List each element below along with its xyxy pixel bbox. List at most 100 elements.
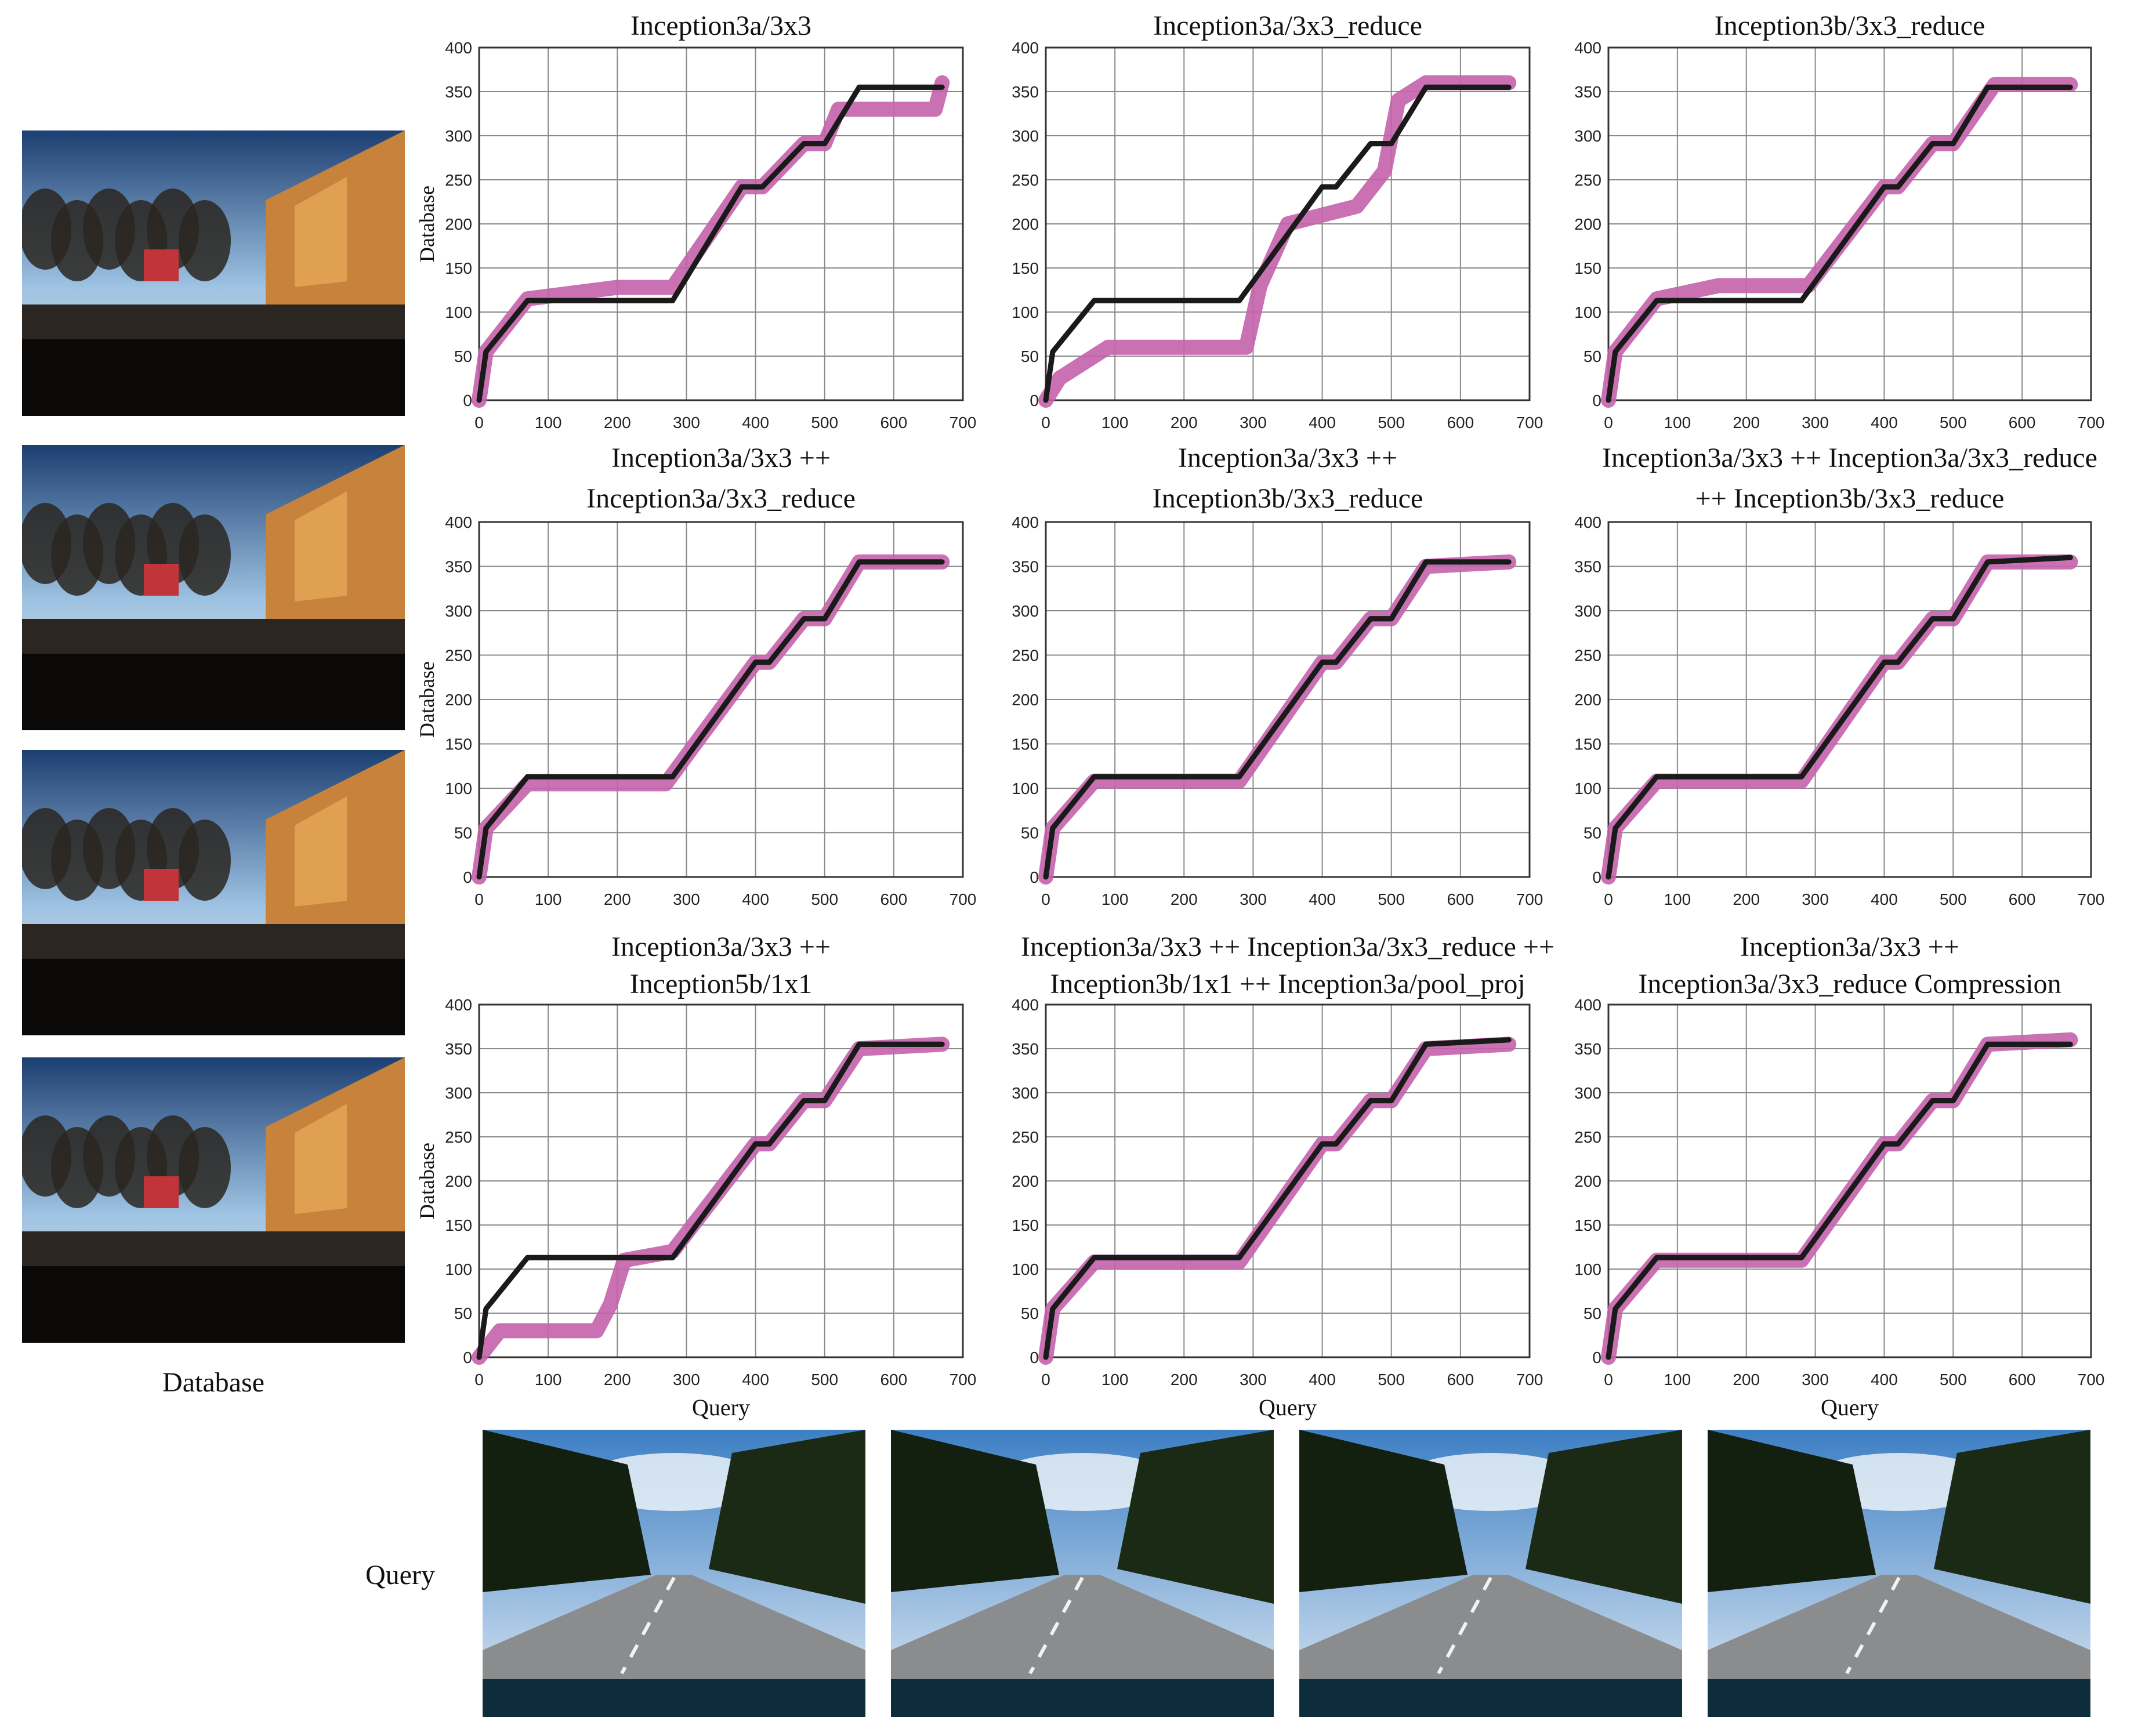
x-tick-label: 200: [604, 414, 631, 432]
x-tick-label: 500: [811, 1371, 838, 1389]
chart-9: 0 100 200 300 400 500 600 700 0 50 100 150 200 250 300…: [1574, 932, 2104, 1420]
plot-frame: [1607, 46, 2092, 401]
y-tick-label: 150: [445, 735, 472, 753]
y-tick-label: 300: [1012, 127, 1039, 145]
series-ground-truth-line: [1043, 84, 1509, 401]
x-tick-label: 0: [1041, 414, 1050, 432]
x-axis-label: Query: [692, 1394, 750, 1420]
x-tick-label: 100: [535, 1371, 562, 1389]
plot-frame: [1607, 1003, 2092, 1358]
chart-title: Inception3a/3x3_reduce: [586, 483, 856, 514]
y-tick-label: 300: [1012, 602, 1039, 620]
y-tick-label: 250: [445, 1128, 472, 1146]
x-tick-label: 500: [1378, 890, 1405, 908]
chart-5: 0 100 200 300 400 500 600 700 0 50 100 150 200 250 300…: [1012, 443, 1543, 908]
database-image-4: [22, 1057, 405, 1343]
x-tick-label: 100: [1664, 890, 1691, 908]
x-tick-label: 300: [1240, 414, 1267, 432]
chart-2: 0 100 200 300 400 500 600 700 0 50 100 150 200 250 300…: [1012, 10, 1543, 432]
x-tick-label: 100: [535, 414, 562, 432]
y-tick-label: 0: [463, 868, 472, 886]
x-tick-label: 100: [1101, 1371, 1129, 1389]
database-label: Database: [162, 1367, 264, 1398]
y-tick-label: 250: [1012, 647, 1039, 665]
x-tick-label: 500: [1378, 414, 1405, 432]
y-tick-label: 50: [1021, 824, 1039, 842]
x-tick-label: 600: [880, 890, 907, 908]
x-tick-label: 100: [1664, 414, 1691, 432]
x-tick-label: 300: [1802, 1371, 1829, 1389]
x-tick-label: 400: [1871, 890, 1898, 908]
x-tick-label: 500: [1940, 1371, 1967, 1389]
series-ground-truth-line: [476, 1041, 943, 1358]
series-ground-truth-line: [476, 559, 943, 878]
x-tick-label: 200: [1733, 1371, 1760, 1389]
y-tick-label: 200: [445, 1172, 472, 1190]
x-tick-label: 400: [1309, 1371, 1336, 1389]
x-tick-label: 400: [1309, 414, 1336, 432]
series-ground-truth-line: [1043, 559, 1509, 878]
x-tick-label: 0: [1604, 890, 1613, 908]
x-tick-label: 300: [673, 890, 700, 908]
x-tick-label: 300: [1240, 1371, 1267, 1389]
y-tick-label: 0: [1592, 392, 1601, 409]
x-tick-label: 0: [474, 1371, 484, 1389]
chart-title: Inception3a/3x3 ++: [1178, 443, 1397, 473]
x-tick-label: 0: [1041, 890, 1050, 908]
y-tick-label: 100: [445, 780, 472, 798]
y-tick-label: 150: [1012, 1216, 1039, 1234]
database-image-1: [22, 131, 405, 416]
y-tick-label: 400: [1574, 513, 1601, 531]
y-tick-label: 0: [1030, 392, 1039, 409]
x-tick-label: 500: [811, 890, 838, 908]
y-tick-label: 50: [454, 347, 472, 365]
chart-title: Inception3a/3x3_reduce Compression: [1638, 969, 2061, 999]
y-tick-label: 100: [1574, 1260, 1601, 1278]
x-axis-label: Query: [1821, 1394, 1879, 1420]
plot-frame: [478, 1003, 964, 1358]
series-ground-truth-line: [1606, 1041, 2071, 1358]
x-tick-label: 200: [604, 890, 631, 908]
y-tick-label: 250: [1574, 171, 1601, 189]
y-tick-label: 200: [1012, 691, 1039, 709]
chart-title: Inception3b/1x1 ++ Inception3a/pool_proj: [1050, 969, 1525, 999]
database-image-3: [22, 750, 405, 1035]
y-tick-label: 350: [1574, 1040, 1601, 1058]
y-tick-label: 300: [445, 127, 472, 145]
y-tick-label: 200: [1574, 215, 1601, 233]
y-tick-label: 0: [1592, 1349, 1601, 1367]
chart-title: ++ Inception3b/3x3_reduce: [1695, 483, 2005, 514]
x-tick-label: 100: [1664, 1371, 1691, 1389]
y-tick-label: 350: [445, 83, 472, 101]
x-tick-label: 600: [880, 414, 907, 432]
chart-title: Inception3b/3x3_reduce: [1153, 483, 1423, 514]
query-image-1: [483, 1430, 865, 1717]
x-tick-label: 0: [474, 414, 484, 432]
y-tick-label: 350: [1574, 558, 1601, 576]
x-tick-label: 300: [1802, 890, 1829, 908]
y-tick-label: 100: [1574, 780, 1601, 798]
y-tick-label: 50: [454, 824, 472, 842]
x-tick-label: 700: [1516, 414, 1543, 432]
y-tick-label: 350: [445, 558, 472, 576]
database-image-2: [22, 445, 405, 730]
y-tick-label: 300: [1574, 127, 1601, 145]
x-tick-label: 500: [1940, 890, 1967, 908]
x-tick-label: 600: [2009, 890, 2036, 908]
y-tick-label: 250: [1574, 647, 1601, 665]
x-tick-label: 600: [2009, 1371, 2036, 1389]
y-tick-label: 350: [1574, 83, 1601, 101]
chart-4: 0 100 200 300 400 500 600 700 0 50 100 150 200 250 300…: [415, 443, 976, 908]
y-tick-label: 300: [1574, 1084, 1601, 1102]
y-tick-label: 200: [1012, 215, 1039, 233]
y-tick-label: 400: [1574, 996, 1601, 1014]
y-tick-label: 200: [445, 691, 472, 709]
x-tick-label: 700: [2078, 414, 2105, 432]
query-image-3: [1299, 1430, 1682, 1717]
x-tick-label: 700: [950, 414, 977, 432]
x-tick-label: 700: [1516, 1371, 1543, 1389]
chart-title: Inception3a/3x3 ++ Inception3a/3x3_reduc…: [1602, 443, 2097, 473]
y-tick-label: 350: [1012, 1040, 1039, 1058]
y-tick-label: 400: [445, 39, 472, 57]
